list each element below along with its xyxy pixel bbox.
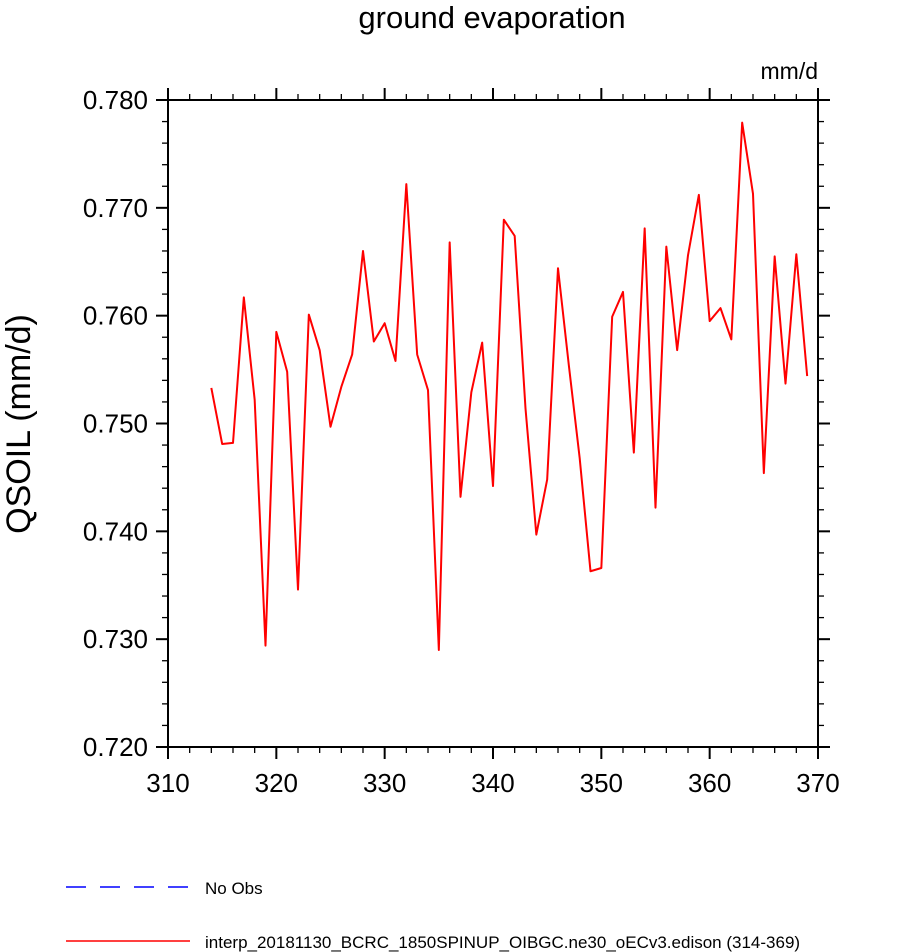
- series-line-1: [210, 121, 809, 651]
- series-layer: [210, 121, 809, 651]
- y-tick-label: 0.720: [83, 732, 148, 762]
- axis-ticks: [156, 88, 830, 759]
- y-tick-label: 0.760: [83, 301, 148, 331]
- y-tick-label: 0.730: [83, 624, 148, 654]
- legend-label-1: interp_20181130_BCRC_1850SPINUP_OIBGC.ne…: [205, 933, 800, 952]
- axis-tick-labels: 310 320 330 340 350 360 370 0.720 0.730 0.740 0.75…: [83, 85, 840, 798]
- legend-label-0: No Obs: [205, 879, 263, 898]
- y-axis-label: QSOIL (mm/d): [0, 314, 38, 534]
- chart-title: ground evaporation: [358, 0, 625, 35]
- legend: No Obs interp_20181130_BCRC_1850SPINUP_OI…: [66, 879, 800, 952]
- x-tick-label: 310: [146, 768, 189, 798]
- units-label: mm/d: [761, 58, 819, 84]
- x-tick-label: 340: [471, 768, 514, 798]
- y-tick-label: 0.780: [83, 85, 148, 115]
- x-tick-label: 360: [688, 768, 731, 798]
- x-tick-label: 330: [363, 768, 406, 798]
- x-tick-label: 320: [255, 768, 298, 798]
- x-tick-label: 370: [796, 768, 839, 798]
- y-tick-label: 0.750: [83, 409, 148, 439]
- x-tick-label: 350: [580, 768, 623, 798]
- y-tick-label: 0.770: [83, 193, 148, 223]
- y-tick-label: 0.740: [83, 516, 148, 546]
- plot-frame: [167, 99, 819, 748]
